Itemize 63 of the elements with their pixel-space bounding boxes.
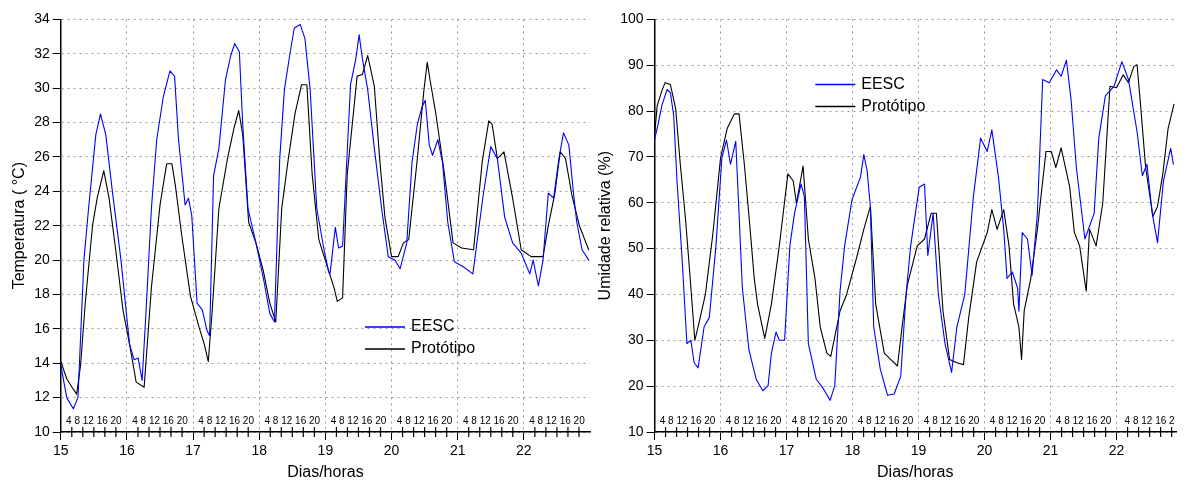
legend-label: EESC (861, 74, 905, 92)
annotation: 4 8 12 16 20 (198, 414, 255, 426)
x-tick-label: 15 (646, 442, 663, 459)
y-tick-label: 80 (627, 101, 644, 118)
y-axis-title: Umidade relativa (%) (596, 151, 614, 301)
y-tick-label: 12 (34, 388, 50, 405)
y-tick-label: 20 (34, 250, 50, 267)
y-tick-label: 20 (627, 377, 644, 394)
x-tick-label: 18 (844, 442, 861, 459)
annotation: 4 8 12 16 20 (1055, 414, 1112, 426)
y-tick-label: 22 (34, 216, 50, 233)
annotation: 4 8 12 16 20 (989, 414, 1046, 426)
y-tick-label: 40 (627, 285, 644, 302)
y-tick-label: 90 (627, 56, 644, 73)
annotation: 4 8 12 16 20 (396, 414, 453, 426)
y-tick-label: 30 (34, 79, 50, 96)
y-tick-label: 14 (34, 354, 50, 371)
annotation: 4 8 12 16 20 (791, 414, 848, 426)
y-tick-label: 10 (627, 422, 644, 439)
x-tick-label: 20 (976, 442, 993, 459)
x-tick-label: 17 (778, 442, 795, 459)
y-tick-label: 26 (34, 147, 50, 164)
x-tick-label: 22 (516, 442, 532, 459)
annotation: 4 8 12 16 20 (132, 414, 189, 426)
annotation: 4 8 12 16 20 (923, 414, 980, 426)
annotation: 4 8 12 16 20 (66, 414, 123, 426)
x-tick-label: 16 (712, 442, 729, 459)
y-tick-label: 32 (34, 44, 50, 61)
annotation: 4 8 12 16 20 (857, 414, 914, 426)
annotation: 4 8 12 16 20 (725, 414, 782, 426)
legend-label: EESC (411, 317, 455, 335)
y-axis-title: Temperatura ( °C) (10, 162, 28, 290)
y-tick-label: 10 (34, 422, 50, 439)
x-tick-label: 16 (119, 442, 135, 459)
annotation: 4 8 12 16 20 (462, 414, 520, 426)
y-tick-label: 18 (34, 285, 50, 302)
legend-label: Protótipo (411, 339, 476, 357)
x-tick-label: 21 (1042, 442, 1059, 459)
x-axis-title: Dias/horas (287, 462, 364, 480)
annotation: 4 8 12 16 20 (264, 414, 321, 426)
y-tick-label: 70 (627, 147, 644, 164)
x-tick-label: 15 (52, 442, 69, 459)
x-tick-label: 22 (1108, 442, 1125, 459)
y-tick-label: 100 (620, 10, 644, 27)
x-tick-label: 19 (910, 442, 927, 459)
x-tick-label: 20 (383, 442, 400, 459)
annotation: 4 8 12 16 2 (1124, 414, 1176, 426)
y-tick-label: 60 (627, 193, 644, 210)
legend-label: Protótipo (861, 96, 926, 114)
x-axis-title: Dias/horas (877, 462, 954, 480)
annotation: 4 8 12 16 20 (529, 414, 586, 426)
x-tick-label: 17 (185, 442, 202, 459)
y-tick-label: 24 (34, 182, 50, 199)
y-tick-label: 28 (34, 113, 50, 130)
x-tick-label: 18 (251, 442, 268, 459)
annotation: 4 8 12 16 20 (659, 414, 716, 426)
y-tick-label: 16 (34, 319, 50, 336)
annotation: 4 8 12 16 20 (330, 414, 387, 426)
x-tick-label: 21 (449, 442, 466, 459)
y-tick-label: 50 (627, 239, 644, 256)
x-tick-label: 19 (317, 442, 334, 459)
y-tick-label: 30 (627, 331, 644, 348)
y-tick-label: 34 (34, 10, 50, 27)
